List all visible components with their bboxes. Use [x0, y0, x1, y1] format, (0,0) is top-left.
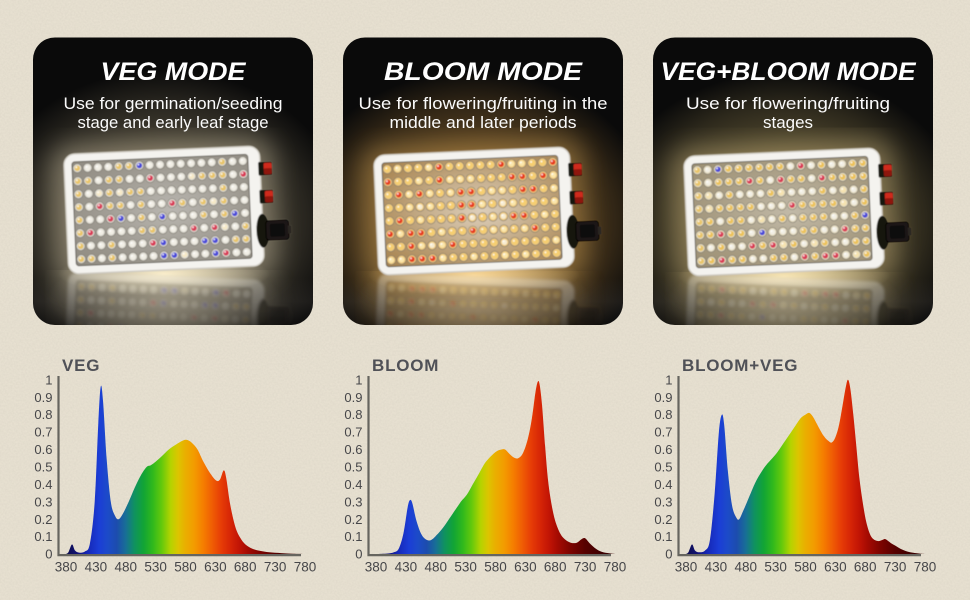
svg-text:0.4: 0.4	[654, 477, 672, 492]
svg-text:0.8: 0.8	[344, 407, 362, 422]
svg-text:0.6: 0.6	[344, 442, 362, 457]
svg-text:780: 780	[914, 560, 937, 575]
svg-text:VEG+BLOOM MODE: VEG+BLOOM MODE	[661, 58, 917, 86]
svg-text:580: 580	[484, 560, 507, 575]
svg-text:0.3: 0.3	[34, 494, 52, 509]
svg-text:480: 480	[115, 560, 138, 575]
svg-text:680: 680	[854, 560, 877, 575]
svg-text:430: 430	[395, 560, 418, 575]
svg-text:430: 430	[85, 560, 108, 575]
svg-text:0.8: 0.8	[34, 407, 52, 422]
svg-text:0.6: 0.6	[34, 442, 52, 457]
svg-text:0.3: 0.3	[654, 494, 672, 509]
svg-text:0.9: 0.9	[34, 390, 52, 405]
svg-text:530: 530	[144, 560, 167, 575]
svg-text:stage and early leaf stage: stage and early leaf stage	[78, 113, 269, 132]
svg-text:630: 630	[824, 560, 847, 575]
svg-text:480: 480	[425, 560, 448, 575]
svg-text:380: 380	[55, 560, 78, 575]
svg-text:1: 1	[355, 372, 362, 387]
svg-text:0.2: 0.2	[654, 512, 672, 527]
svg-text:680: 680	[234, 560, 257, 575]
svg-text:0: 0	[665, 547, 672, 562]
svg-text:0.8: 0.8	[654, 407, 672, 422]
svg-text:BLOOM+VEG: BLOOM+VEG	[682, 356, 798, 375]
svg-text:380: 380	[675, 560, 698, 575]
svg-text:680: 680	[544, 560, 567, 575]
svg-text:1: 1	[45, 372, 52, 387]
svg-text:0.1: 0.1	[344, 529, 362, 544]
svg-text:0.3: 0.3	[344, 494, 362, 509]
svg-text:480: 480	[735, 560, 758, 575]
svg-text:stages: stages	[763, 113, 813, 132]
svg-text:0.9: 0.9	[654, 390, 672, 405]
svg-text:Use for germination/seeding: Use for germination/seeding	[64, 94, 283, 113]
svg-text:380: 380	[365, 560, 388, 575]
svg-text:0.7: 0.7	[34, 425, 52, 440]
svg-text:730: 730	[264, 560, 287, 575]
svg-text:VEG MODE: VEG MODE	[101, 58, 247, 86]
svg-text:0: 0	[355, 547, 362, 562]
svg-text:0.5: 0.5	[344, 460, 362, 475]
svg-text:780: 780	[604, 560, 627, 575]
svg-text:630: 630	[514, 560, 537, 575]
svg-text:580: 580	[174, 560, 197, 575]
svg-text:730: 730	[884, 560, 907, 575]
svg-text:630: 630	[204, 560, 227, 575]
svg-text:BLOOM MODE: BLOOM MODE	[384, 58, 583, 86]
svg-text:BLOOM: BLOOM	[372, 356, 439, 375]
svg-text:0.7: 0.7	[654, 425, 672, 440]
svg-text:430: 430	[705, 560, 728, 575]
svg-text:Use for flowering/fruiting: Use for flowering/fruiting	[686, 94, 890, 113]
svg-text:0.4: 0.4	[344, 477, 362, 492]
svg-text:0.2: 0.2	[344, 512, 362, 527]
svg-text:VEG: VEG	[62, 356, 100, 375]
svg-text:1: 1	[665, 372, 672, 387]
svg-text:530: 530	[764, 560, 787, 575]
svg-text:middle and later periods: middle and later periods	[390, 113, 577, 132]
svg-text:0.6: 0.6	[654, 442, 672, 457]
svg-text:0: 0	[45, 547, 52, 562]
svg-text:0.5: 0.5	[34, 460, 52, 475]
svg-text:0.4: 0.4	[34, 477, 52, 492]
svg-text:730: 730	[574, 560, 597, 575]
svg-text:0.9: 0.9	[344, 390, 362, 405]
svg-text:0.5: 0.5	[654, 460, 672, 475]
svg-text:Use for flowering/fruiting in: Use for flowering/fruiting in the	[359, 94, 608, 113]
svg-text:580: 580	[794, 560, 817, 575]
svg-text:530: 530	[454, 560, 477, 575]
svg-text:0.1: 0.1	[34, 529, 52, 544]
svg-text:780: 780	[294, 560, 317, 575]
svg-text:0.1: 0.1	[654, 529, 672, 544]
svg-text:0.2: 0.2	[34, 512, 52, 527]
svg-text:0.7: 0.7	[344, 425, 362, 440]
